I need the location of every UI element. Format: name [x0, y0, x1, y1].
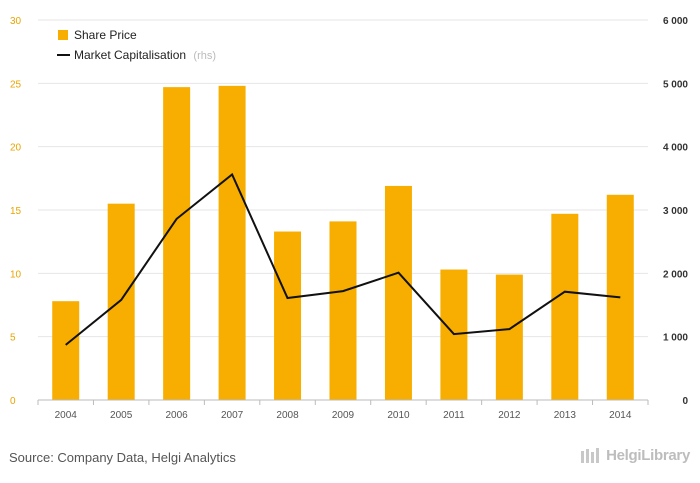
right-tick-label: 3 000	[663, 206, 688, 217]
right-axis: 0 1 000 2 000 3 000 4 000 5 000 6 000	[663, 16, 688, 407]
left-tick-label: 20	[10, 143, 22, 154]
right-tick-label: 4 000	[663, 143, 688, 154]
legend-label-market-cap: Market Capitalisation (rhs)	[74, 48, 216, 62]
bar-share-price-2012	[495, 274, 523, 400]
legend-swatch-share-price	[58, 30, 68, 40]
x-tick-label: 2010	[387, 410, 410, 421]
right-tick-label: 1 000	[663, 333, 688, 344]
right-tick-label: 5 000	[663, 79, 688, 90]
x-tick-label: 2005	[110, 410, 133, 421]
bar-share-price-2013	[551, 213, 579, 400]
x-tick-label: 2012	[498, 410, 521, 421]
combo-chart: 0 5 10 15 20 25 30 0 1 000 2 000 3 000 4 000 5 000 6…	[10, 16, 688, 421]
legend-label-share-price: Share Price	[74, 28, 137, 42]
left-tick-label: 5	[10, 333, 16, 344]
logo-text: HelgiLibrary	[606, 446, 690, 464]
bar-share-price-2008	[274, 231, 302, 400]
left-axis: 0 5 10 15 20 25 30	[10, 16, 22, 407]
x-tick-label: 2004	[55, 410, 78, 421]
x-tick-label: 2014	[609, 410, 632, 421]
x-tick-label: 2006	[166, 410, 189, 421]
source-note: Source: Company Data, Helgi Analytics	[9, 450, 236, 465]
x-tick-label: 2007	[221, 410, 244, 421]
right-tick-label: 2 000	[663, 269, 688, 280]
left-tick-label: 30	[10, 16, 22, 27]
left-tick-label: 25	[10, 79, 22, 90]
legend-label-rhs-note: (rhs)	[193, 50, 216, 62]
right-tick-label: 6 000	[663, 16, 688, 27]
left-tick-label: 15	[10, 206, 22, 217]
share-price-bars	[52, 85, 634, 400]
market-cap-line	[65, 172, 621, 346]
bar-share-price-2009	[329, 221, 357, 400]
bar-share-price-2004	[52, 301, 80, 400]
bar-share-price-2007	[218, 85, 246, 400]
x-tick-label: 2013	[554, 410, 577, 421]
bar-share-price-2005	[107, 203, 135, 400]
left-tick-label: 10	[10, 269, 22, 280]
helgi-library-logo: HelgiLibrary	[580, 446, 690, 464]
x-tick-label: 2008	[276, 410, 299, 421]
x-tick-label: 2009	[332, 410, 355, 421]
right-tick-label: 0	[682, 396, 688, 407]
legend: Share Price Market Capitalisation (rhs)	[57, 28, 216, 62]
x-axis: 2004 2005 2006 2007 2008 2009 2010 2011 2012 2013…	[37, 400, 649, 421]
bar-share-price-2006	[163, 87, 191, 400]
left-tick-label: 0	[10, 396, 16, 407]
bar-share-price-2010	[384, 185, 412, 400]
legend-label-market-cap-name: Market Capitalisation	[74, 48, 186, 62]
library-icon	[581, 448, 600, 463]
x-tick-label: 2011	[443, 410, 465, 421]
